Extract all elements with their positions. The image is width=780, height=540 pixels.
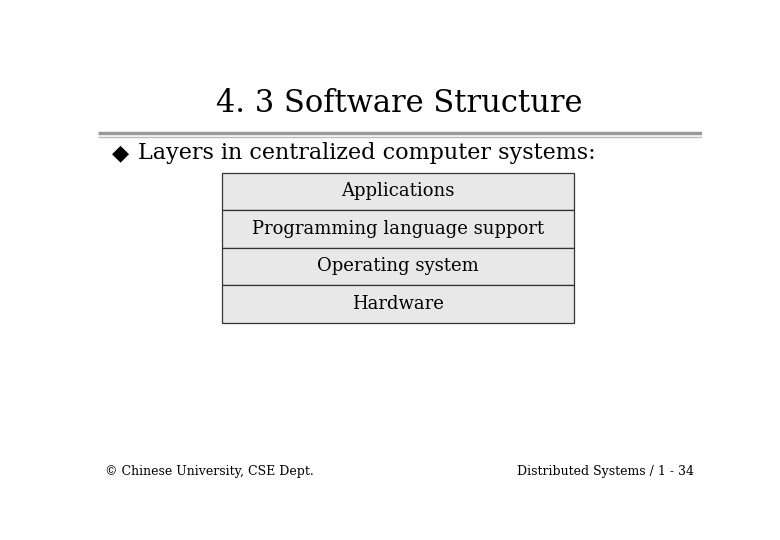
Bar	[222, 173, 574, 210]
Bar	[222, 210, 574, 248]
Bar	[222, 248, 574, 285]
Text: Hardware: Hardware	[352, 295, 444, 313]
Text: © Chinese University, CSE Dept.: © Chinese University, CSE Dept.	[105, 465, 314, 478]
Text: Layers in centralized computer systems:: Layers in centralized computer systems:	[138, 143, 595, 164]
Text: Distributed Systems / 1 - 34: Distributed Systems / 1 - 34	[517, 465, 694, 478]
Text: 4. 3 Software Structure: 4. 3 Software Structure	[217, 88, 583, 119]
Text: Applications: Applications	[341, 183, 455, 200]
Bar	[222, 285, 574, 323]
Text: ◆: ◆	[112, 143, 129, 164]
Text: Programming language support: Programming language support	[252, 220, 544, 238]
Text: Operating system: Operating system	[317, 258, 479, 275]
